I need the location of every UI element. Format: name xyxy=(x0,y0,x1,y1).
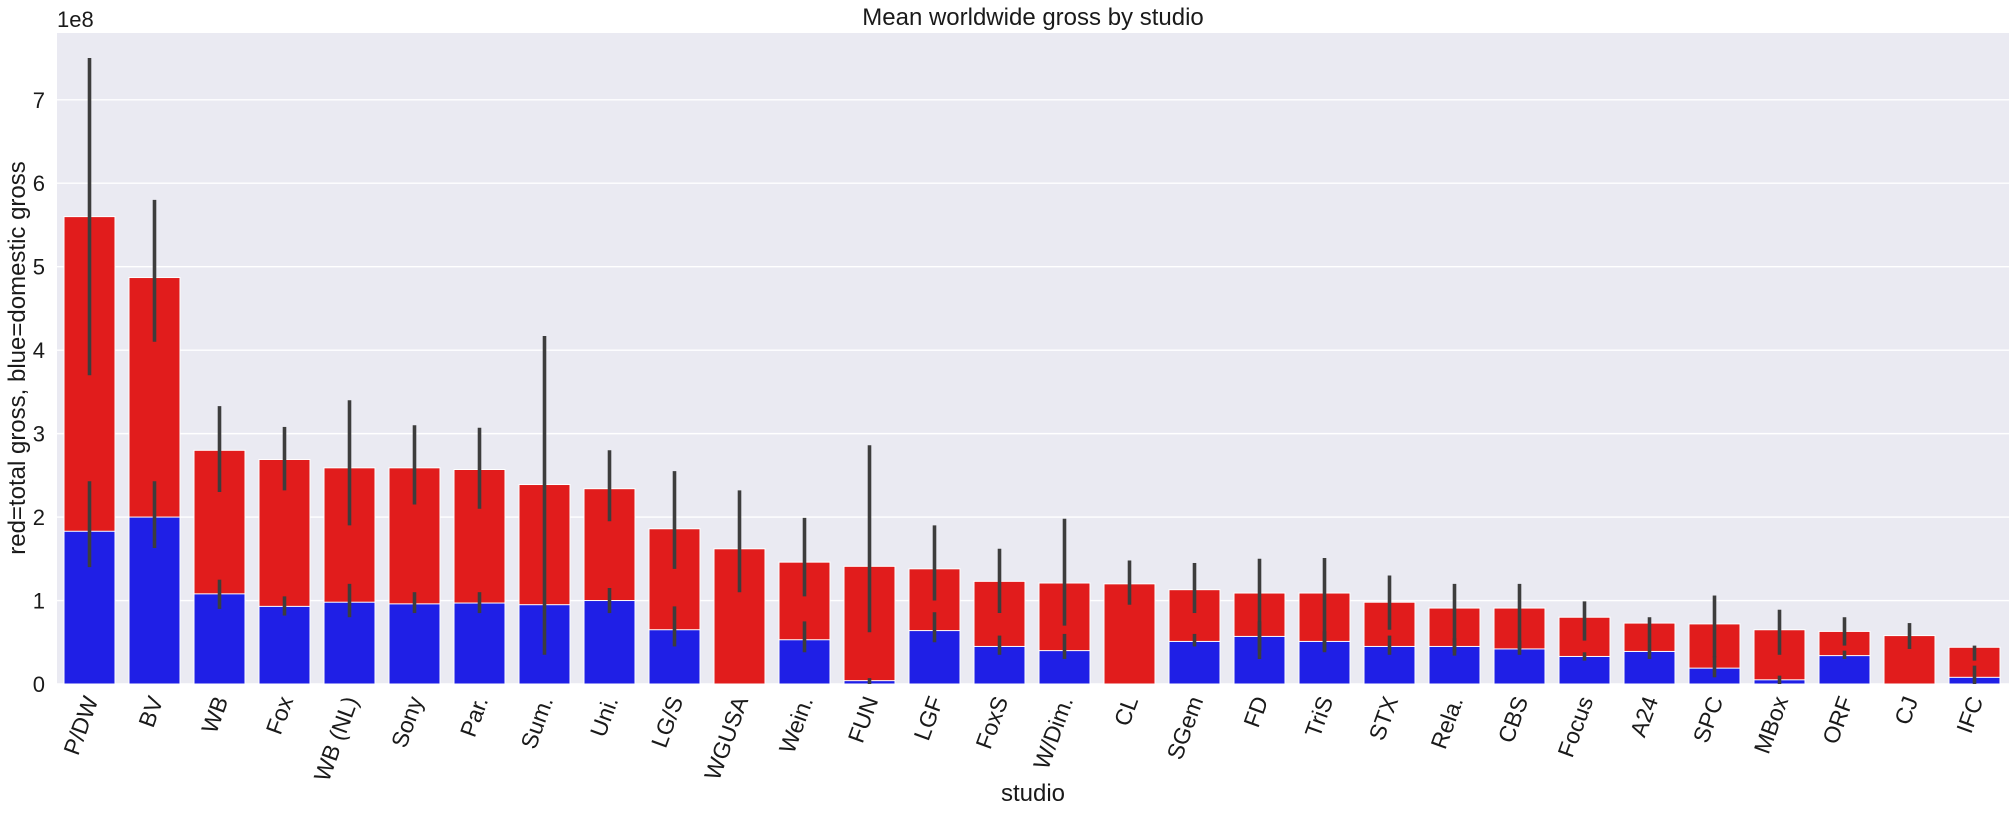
x-tick-label: Fox xyxy=(261,692,299,737)
x-tick-label: FoxS xyxy=(970,693,1013,752)
x-tick-label: Rela. xyxy=(1425,693,1468,752)
x-tick-label: Wein. xyxy=(774,693,818,757)
x-tick-label: SPC xyxy=(1688,693,1729,746)
y-tick-label: 1 xyxy=(33,589,45,614)
y-tick-label: 0 xyxy=(33,672,45,697)
x-tick-label: FD xyxy=(1238,693,1273,731)
x-tick-label: Focus xyxy=(1552,693,1598,761)
x-axis-label: studio xyxy=(1001,780,1065,807)
gridlines xyxy=(57,99,2009,685)
x-tick-label: SGem xyxy=(1161,693,1208,763)
x-tick-label: FUN xyxy=(843,693,884,746)
x-tick-label: BV xyxy=(133,692,168,730)
bar-domestic-gross xyxy=(1818,655,1871,685)
y-axis-ticks: 0 1 2 3 4 5 6 7 xyxy=(33,88,45,697)
x-tick-label: CL xyxy=(1109,693,1144,730)
x-tick-label: MBox xyxy=(1749,692,1794,757)
y-tick-label: 2 xyxy=(33,505,45,530)
y-tick-label: 6 xyxy=(33,171,45,196)
bar-domestic-gross xyxy=(258,605,311,685)
x-tick-label: WB xyxy=(196,693,233,737)
x-tick-label: A24 xyxy=(1625,693,1664,741)
x-tick-label: CJ xyxy=(1889,693,1923,728)
y-tick-label: 4 xyxy=(33,338,45,363)
y-offset-text: 1e8 xyxy=(57,7,94,32)
x-tick-label: Sum. xyxy=(515,693,558,752)
x-tick-label: STX xyxy=(1363,693,1403,744)
x-tick-label: WB (NL) xyxy=(309,693,364,785)
x-tick-label: Par. xyxy=(455,693,493,740)
x-axis-ticks: P/DW BV WB Fox WB (NL) Sony Par. Sum. Uni. LG/S WG… xyxy=(58,692,1988,784)
error-bars xyxy=(87,58,1977,684)
bar-domestic-gross xyxy=(1168,640,1221,685)
x-tick-label: WGUSA xyxy=(699,692,753,783)
x-tick-label: LG/S xyxy=(646,693,688,751)
x-tick-label: CBS xyxy=(1493,693,1534,746)
y-tick-label: 7 xyxy=(33,88,45,113)
x-tick-label: Sony xyxy=(386,692,429,751)
bar-domestic-gross xyxy=(388,603,441,685)
x-tick-label: LGF xyxy=(908,693,948,744)
bar-domestic-gross xyxy=(1038,650,1091,685)
chart-title: Mean worldwide gross by studio xyxy=(862,4,1204,31)
y-tick-label: 5 xyxy=(33,255,45,280)
y-axis-label: red=total gross, blue=domestic gross xyxy=(4,161,31,555)
x-tick-label: IFC xyxy=(1951,693,1988,737)
bar-domestic-gross xyxy=(1558,655,1611,685)
y-tick-label: 3 xyxy=(33,422,45,447)
bar-domestic-gross xyxy=(583,600,636,685)
x-tick-label: W/Dim. xyxy=(1028,693,1078,773)
x-tick-label: Uni. xyxy=(585,693,623,740)
x-tick-label: P/DW xyxy=(58,693,103,759)
x-tick-label: ORF xyxy=(1817,693,1858,748)
plot-area xyxy=(57,33,2009,684)
bar-domestic-gross xyxy=(453,602,506,685)
x-tick-label: TriS xyxy=(1300,693,1339,741)
